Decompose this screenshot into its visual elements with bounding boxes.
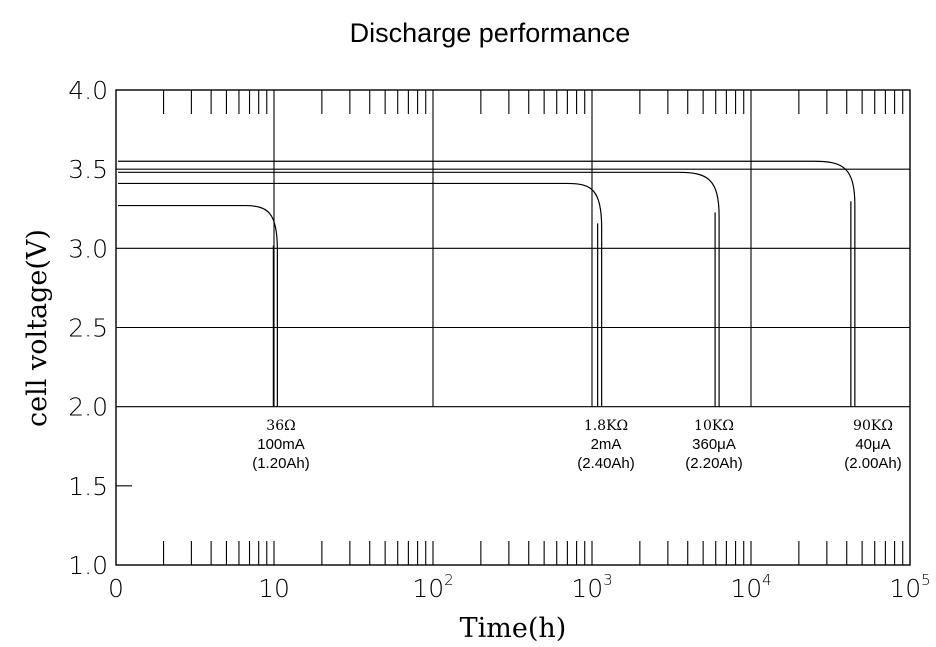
x-tick-label: 105: [889, 571, 930, 603]
x-tick-label: 103: [571, 571, 612, 603]
minor-ticks: [163, 90, 904, 565]
series-annotation-2-line-2: 2mA: [591, 436, 622, 453]
plot-frame: [115, 89, 911, 566]
series-annotation-2-line-1: 1.8KΩ: [584, 418, 628, 434]
series-annotations: 36Ω 100mA (1.20Ah) 1.8KΩ 2mA (2.40Ah) 10KΩ 360μ…: [252, 418, 902, 472]
y-tick-label: 2.5: [68, 314, 108, 343]
chart-title: Discharge performance: [350, 18, 631, 48]
discharge-curve-3: [118, 171, 720, 407]
x-tick-label: 0: [108, 574, 124, 603]
series-annotation-3-line-1: 10KΩ: [694, 418, 734, 434]
y-tick-label: 3.0: [68, 234, 108, 263]
discharge-curve-2: [118, 182, 603, 407]
y-tick-label: 2.0: [68, 393, 108, 422]
y-tick-labels: 1.0 1.5 2.0 2.5 3.0 3.5 4.0: [68, 76, 108, 580]
y-axis-label: cell voltage(V): [22, 229, 53, 427]
x-axis-label: Time(h): [460, 613, 567, 644]
series-annotation-3-line-2: 360μA: [692, 436, 736, 453]
discharge-curves: [118, 160, 856, 407]
y-tick-label: 1.0: [68, 551, 108, 580]
discharge-curve-4: [118, 160, 856, 407]
series-annotation-1-line-2: 100mA: [257, 436, 305, 453]
series-annotation-3-line-3: (2.20Ah): [685, 455, 743, 472]
y-tick-label: 4.0: [68, 76, 108, 105]
series-annotation-1-line-3: (1.20Ah): [252, 455, 310, 472]
series-annotation-1-line-1: 36Ω: [266, 418, 295, 434]
x-tick-label: 104: [730, 571, 771, 603]
y-tick-label: 1.5: [68, 472, 108, 501]
series-annotation-4-line-3: (2.00Ah): [844, 455, 902, 472]
grid-lines: [116, 90, 910, 487]
series-annotation-2-line-3: (2.40Ah): [577, 455, 635, 472]
discharge-curve-1: [118, 204, 278, 407]
series-annotation-4-line-2: 40μA: [855, 436, 890, 453]
y-tick-label: 3.5: [68, 155, 108, 184]
x-tick-labels: 0 10 102 103 104 105: [108, 571, 931, 603]
series-annotation-4-line-1: 90KΩ: [853, 418, 893, 434]
x-tick-label: 10: [258, 574, 290, 603]
x-tick-label: 102: [412, 571, 453, 603]
